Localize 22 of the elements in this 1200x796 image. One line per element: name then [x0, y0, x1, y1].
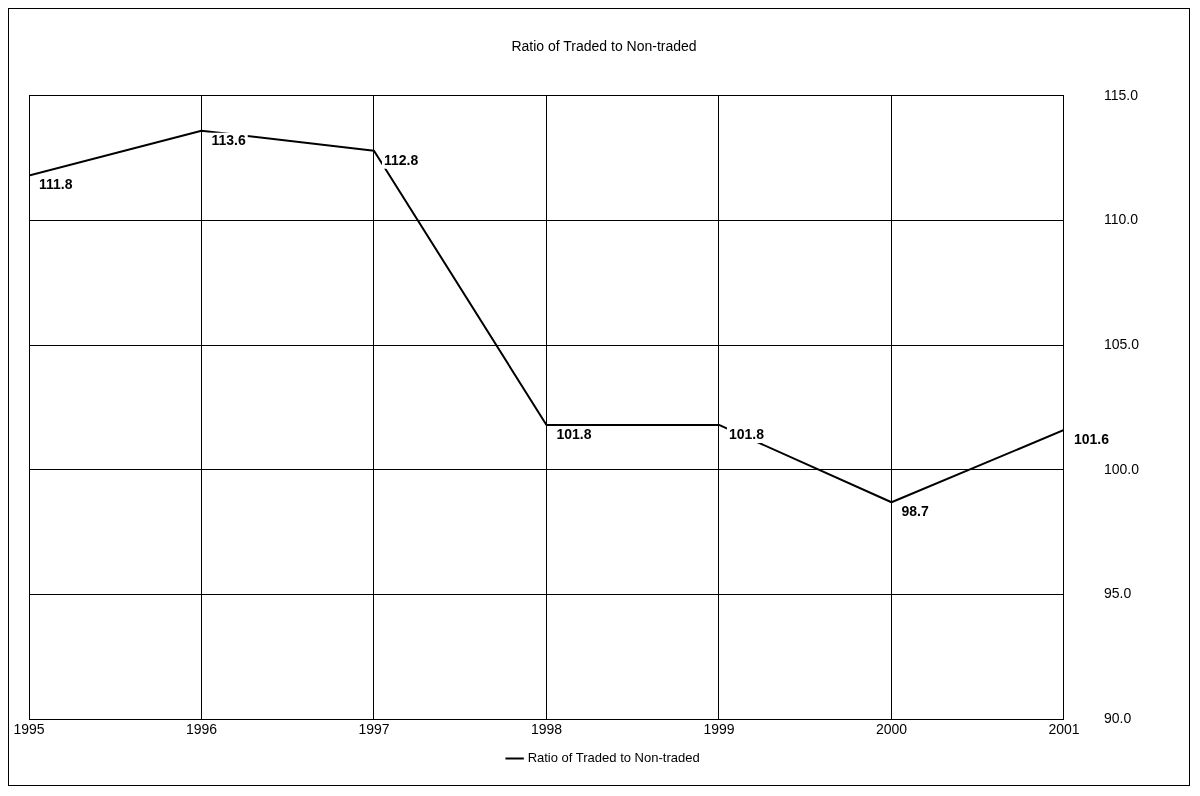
chart-title: Ratio of Traded to Non-traded — [511, 38, 697, 55]
x-tick-label: 1996 — [185, 721, 218, 738]
y-tick-label: 90.0 — [1103, 710, 1132, 727]
x-tick-label: 1995 — [13, 721, 45, 738]
y-tick-label: 115.0 — [1103, 86, 1139, 103]
data-label: 101.8 — [728, 425, 765, 442]
y-tick-label: 95.0 — [1103, 585, 1132, 602]
data-label: 111.8 — [39, 176, 73, 193]
data-label: 113.6 — [211, 131, 246, 148]
x-tick-label: 1999 — [703, 721, 735, 738]
data-label: 101.8 — [556, 425, 592, 442]
legend-label: Ratio of Traded to Non-traded — [527, 750, 700, 766]
y-tick-label: 110.0 — [1103, 211, 1139, 228]
x-tick-label: 2000 — [875, 721, 908, 738]
y-tick-label: 105.0 — [1103, 336, 1140, 353]
data-label: 98.7 — [901, 503, 929, 520]
data-label: 101.6 — [1073, 430, 1110, 447]
y-tick-label: 100.0 — [1103, 460, 1140, 477]
x-tick-label: 1998 — [530, 721, 563, 738]
data-label: 112.8 — [383, 151, 419, 168]
x-tick-label: 1997 — [358, 721, 390, 738]
x-tick-label: 2001 — [1048, 721, 1080, 738]
